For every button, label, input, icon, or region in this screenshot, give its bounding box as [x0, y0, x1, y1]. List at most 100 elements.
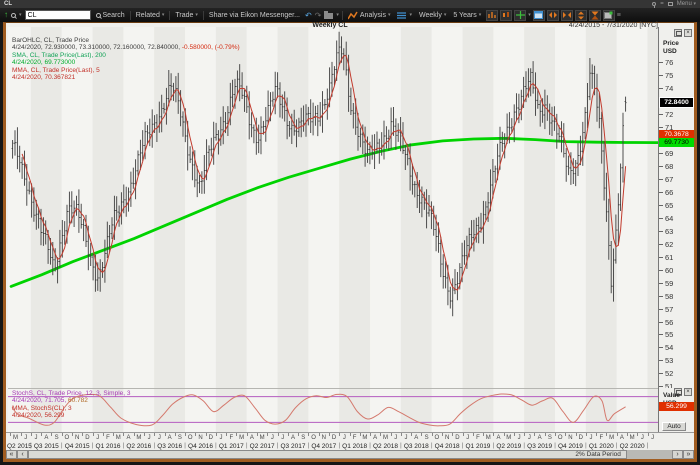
month-label: S [424, 435, 429, 441]
trade-button[interactable]: Trade ▾ [175, 11, 198, 19]
share-button[interactable]: Share via Eikon Messenger... [208, 11, 300, 19]
month-tick [102, 433, 104, 436]
redo-icon[interactable]: ↷ [314, 10, 322, 20]
scroll-last-button[interactable]: » [683, 450, 694, 459]
legend-text: 4/24/2020, 69.773000 [12, 59, 76, 67]
month-label: O [434, 435, 440, 441]
analysis-button[interactable]: Analysis ▾ [346, 10, 393, 21]
pin-icon[interactable] [652, 2, 657, 9]
related-button[interactable]: Related ▾ [135, 11, 165, 19]
scrollbar-track[interactable]: 2% Data Period [28, 450, 672, 459]
quarter-separator: | [60, 443, 63, 449]
expand-vertical-icon[interactable] [574, 9, 587, 21]
popout-panel-icon[interactable] [674, 29, 682, 37]
folder-icon[interactable] [324, 11, 334, 19]
quarter-separator: | [554, 443, 556, 449]
month-label: N [321, 435, 326, 441]
price-tick-label: 75 [659, 71, 673, 80]
month-label: J [34, 435, 38, 441]
sma-value-box: 69.7730 [659, 138, 694, 148]
symbol-input[interactable] [24, 10, 91, 20]
month-label: M [485, 435, 491, 441]
scroll-first-button[interactable]: « [6, 450, 17, 459]
symbol-dropdown-icon[interactable]: ▾ [19, 12, 22, 18]
month-label: A [290, 435, 295, 441]
quarter-label: Q3 2017 [280, 443, 306, 450]
symbol-up-arrow-icon[interactable]: ↑ [4, 10, 8, 19]
search-button[interactable]: Search [94, 11, 127, 20]
cursor-crosshair-icon[interactable] [514, 9, 527, 21]
month-tick [61, 433, 63, 436]
month-label: J [147, 435, 151, 441]
symbol-search-icon[interactable] [11, 12, 16, 18]
price-tick-label: 71 [659, 123, 673, 132]
price-tick-label: 62 [659, 240, 673, 249]
month-tick [390, 433, 392, 436]
month-label: M [629, 435, 635, 441]
new-window-icon[interactable] [532, 9, 545, 21]
month-label: S [547, 435, 552, 441]
month-label: N [444, 435, 450, 441]
scrollbar-thumb[interactable]: 2% Data Period [28, 450, 627, 459]
time-scrollbar: « ‹ 2% Data Period › » [6, 450, 694, 459]
price-tick-label: 60 [659, 266, 673, 275]
month-label: F [476, 435, 480, 441]
month-tick [92, 433, 94, 436]
chart-type-bar-icon[interactable] [486, 9, 499, 21]
toolbar-separator [202, 10, 204, 20]
snapshot-icon[interactable] [602, 9, 615, 21]
close-panel-icon[interactable]: × [684, 29, 692, 37]
chevron-down-icon[interactable]: ▾ [336, 12, 339, 18]
month-label: J [517, 435, 521, 441]
legend-text: 4/24/2020, 56.299 [12, 412, 65, 420]
month-label: F [106, 435, 110, 441]
month-tick [215, 433, 217, 436]
zoom-period-icon[interactable] [588, 9, 601, 21]
compress-horizontal-icon[interactable] [560, 9, 573, 21]
minimize-icon[interactable]: = [660, 1, 664, 7]
price-tick-label: 56 [659, 318, 673, 327]
month-tick [20, 433, 22, 436]
chevron-down-icon[interactable]: ▾ [528, 12, 531, 18]
month-tick [421, 433, 423, 436]
layers-button[interactable]: ▾ [395, 10, 414, 21]
window-title: CL [4, 1, 12, 7]
scroll-next-button[interactable]: › [672, 450, 683, 459]
month-label: M [115, 435, 121, 441]
month-tick [513, 433, 515, 436]
interval-button[interactable]: Weekly ▾ [419, 11, 447, 19]
popout-panel-icon[interactable] [674, 388, 682, 396]
quarter-label: Q3 2016 [157, 443, 183, 450]
chart-title: Weekly CL [312, 22, 348, 29]
month-label: M [382, 435, 388, 441]
undo-icon[interactable]: ↶ [304, 10, 312, 20]
month-label: O [64, 435, 70, 441]
price-tick-label: 74 [659, 84, 673, 93]
month-tick [616, 433, 618, 436]
chart-type-candle-icon[interactable] [500, 9, 513, 21]
month-label: J [589, 435, 593, 441]
expand-horizontal-icon[interactable] [546, 9, 559, 21]
month-label: A [44, 435, 49, 441]
quarter-label: Q2 2018 [373, 443, 398, 450]
chart-toolbar: ↑ ▾ Search Related▾ Trade▾ Share via Eik… [0, 8, 700, 22]
close-panel-icon[interactable]: × [684, 388, 692, 396]
price-axis-unit: USD [663, 48, 677, 55]
range-button[interactable]: 5 Years ▾ [453, 11, 482, 19]
maximize-icon[interactable] [667, 2, 673, 6]
month-label: A [249, 435, 254, 441]
month-tick [575, 433, 577, 436]
month-tick [257, 433, 258, 436]
value-panel-legend: StochS, CL, Trade Price, 12, 3, Simple, … [12, 390, 131, 420]
chart-date-range: 4/24/2015 - 7/31/2020 [NYC] [568, 22, 658, 29]
month-tick [113, 433, 115, 436]
value-axis-auto-button[interactable]: Auto [662, 422, 686, 431]
more-tools-icon[interactable]: ≡ [616, 11, 621, 19]
month-tick [154, 433, 156, 436]
scroll-prev-button[interactable]: ‹ [17, 450, 28, 459]
month-label: D [85, 435, 90, 441]
quarter-separator: | [369, 443, 371, 449]
quarter-separator: | [30, 443, 32, 449]
month-tick [472, 433, 474, 436]
menu-button[interactable]: Menu ▾ [676, 1, 696, 7]
